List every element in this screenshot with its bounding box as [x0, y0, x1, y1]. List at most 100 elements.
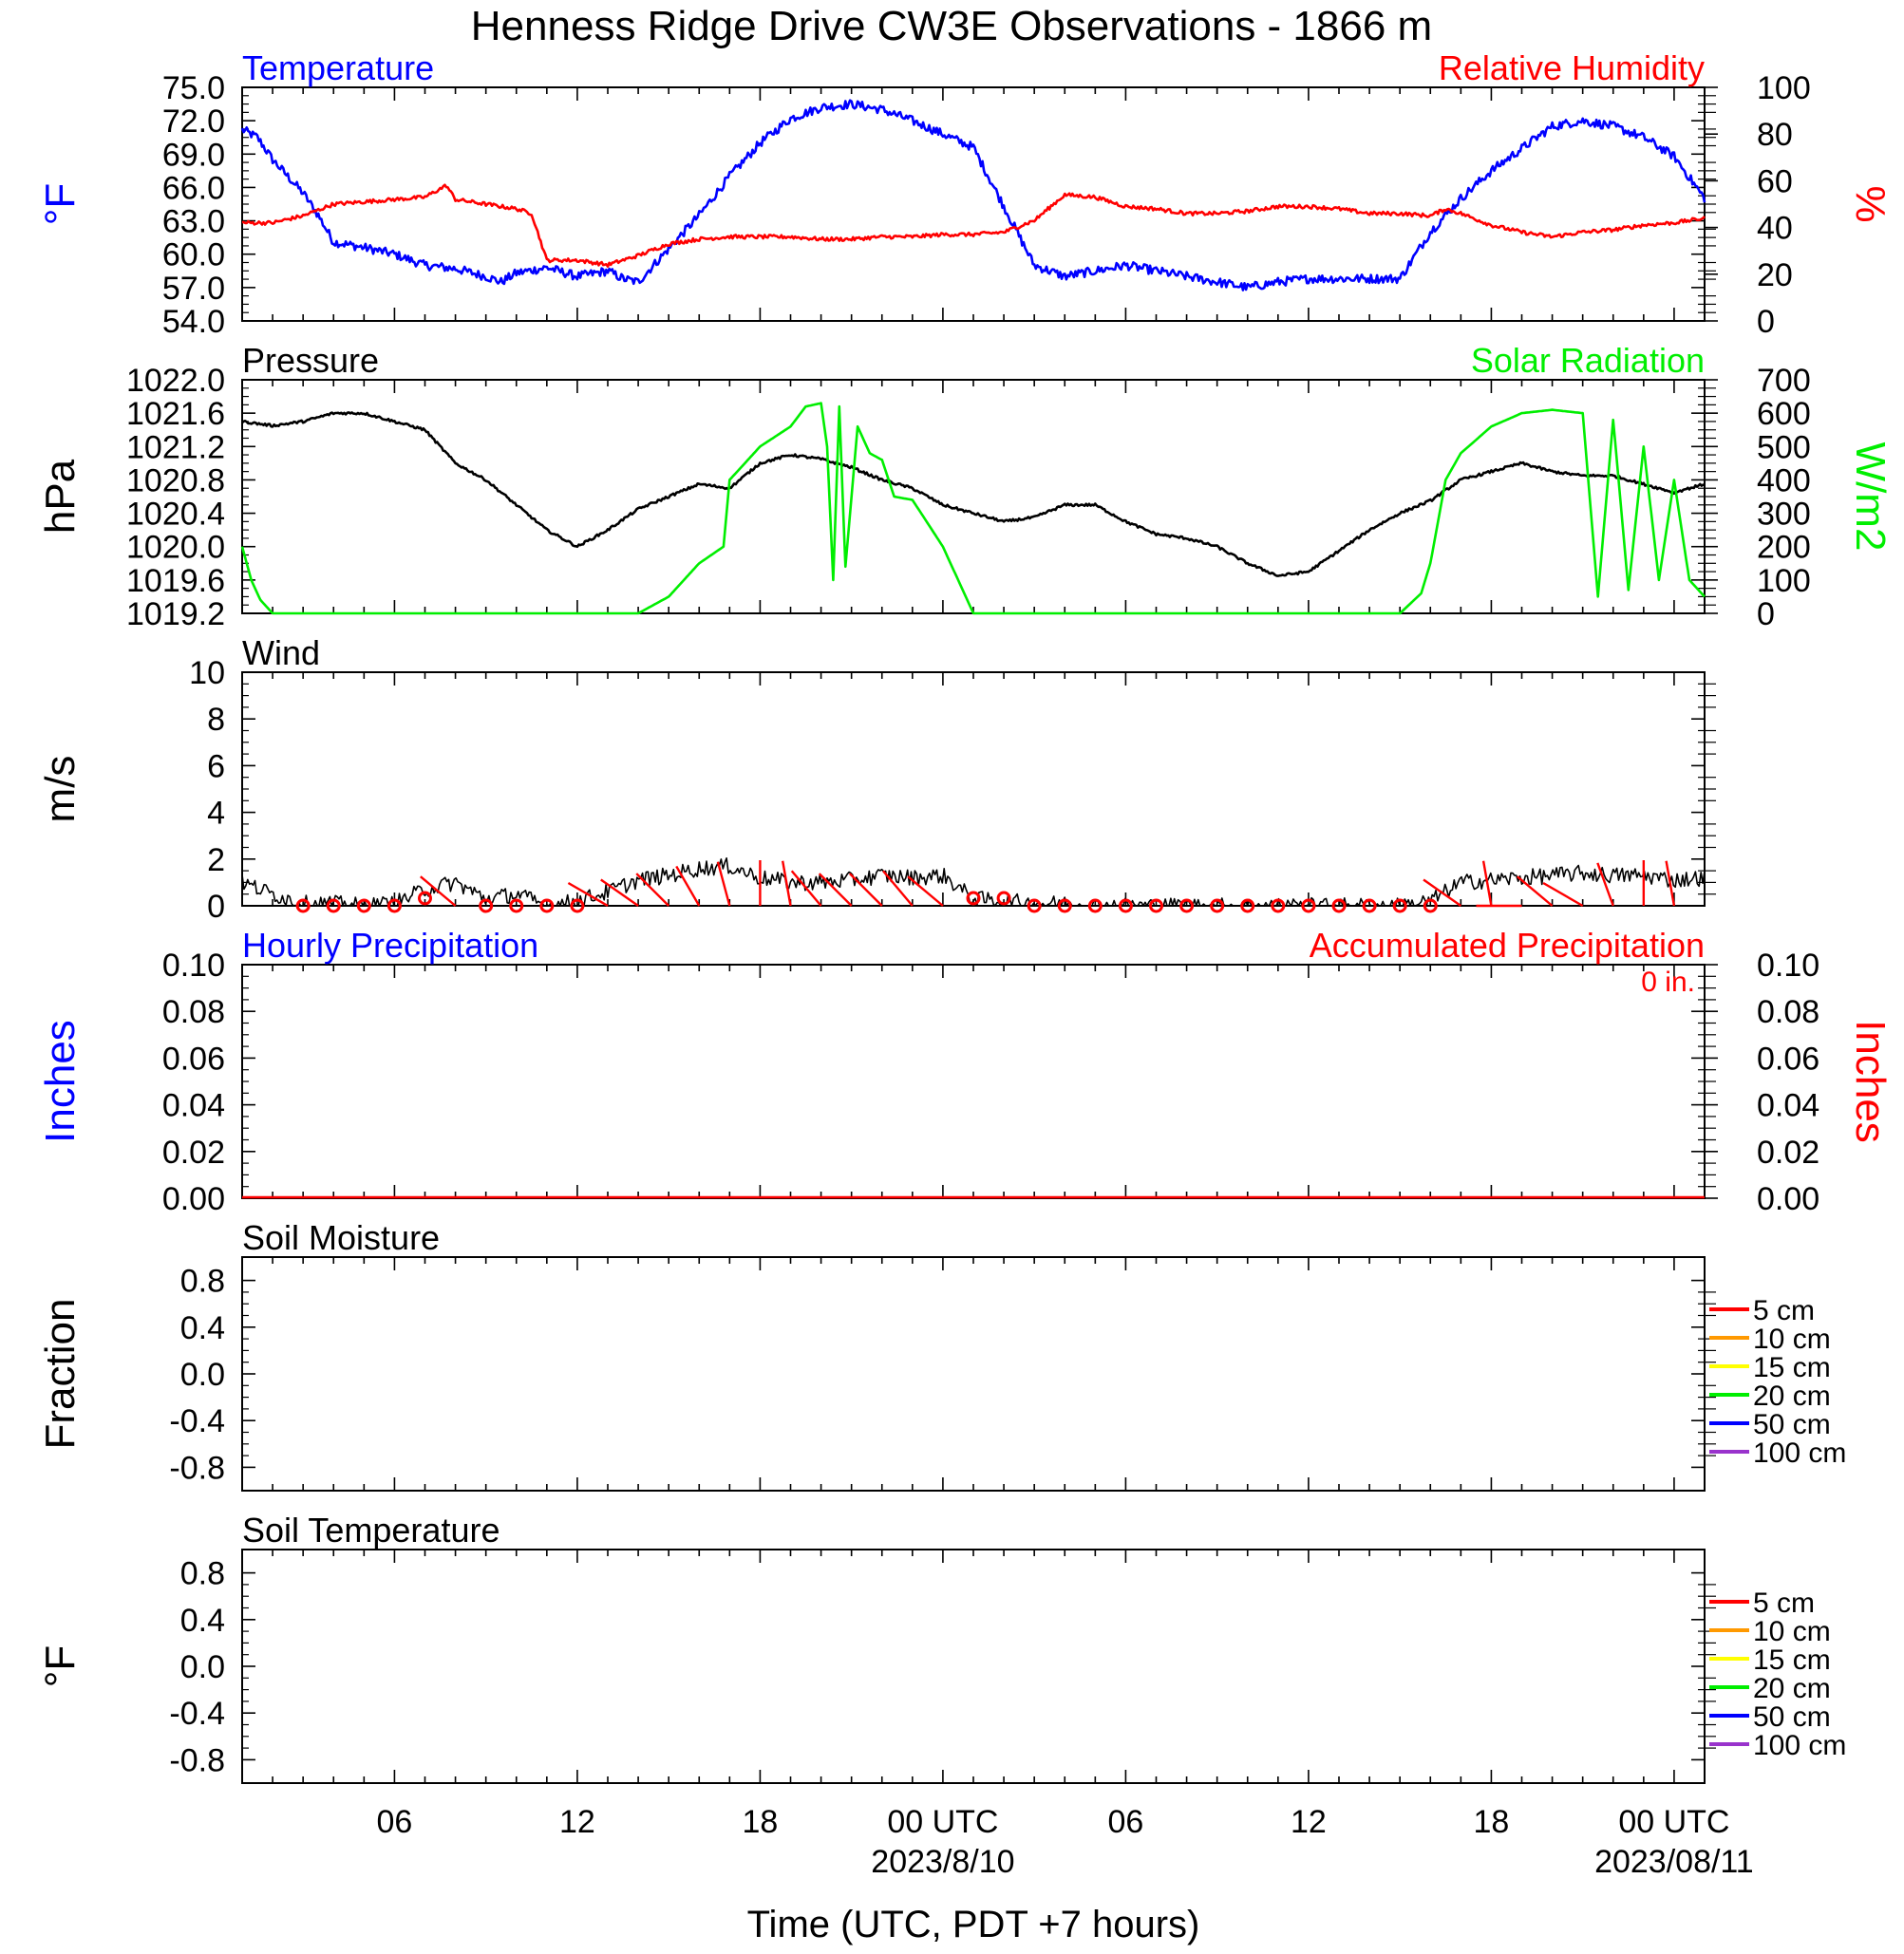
wind-barb	[1481, 860, 1493, 907]
series-temperature	[240, 99, 1706, 291]
x-tick-label: 06	[377, 1804, 413, 1840]
wind-barb-calm	[1331, 898, 1347, 913]
y-tick-label-left: 66.0	[162, 170, 225, 206]
series-solar-radiation	[240, 402, 1706, 615]
y-tick-label-right: 0.02	[1757, 1135, 1819, 1171]
y-axis-label-left: Fraction	[37, 1299, 84, 1450]
wind-barb-calm	[326, 898, 341, 913]
y-tick-label-right: 0.04	[1757, 1088, 1819, 1124]
y-tick-label-left: 0.08	[162, 994, 225, 1030]
wind-barb-calm	[1118, 898, 1133, 913]
wind-barb-calm	[539, 898, 555, 913]
y-tick-label-left: 0.04	[162, 1088, 225, 1124]
wind-barb	[848, 873, 883, 907]
y-tick-label-left: 54.0	[162, 304, 225, 340]
y-tick-label-left: 8	[207, 702, 225, 738]
y-tick-label-left: 0.00	[162, 1181, 225, 1217]
panel-title-left: Soil Moisture	[242, 1218, 440, 1257]
y-tick-label-left: 0.4	[180, 1310, 225, 1346]
y-tick-label-right: 40	[1757, 211, 1793, 247]
x-tick-label: 06	[1108, 1804, 1144, 1840]
y-axis-label-left: hPa	[37, 459, 84, 534]
y-tick-label-right: 0.00	[1757, 1181, 1819, 1217]
wind-barb-calm	[1087, 898, 1103, 913]
y-tick-label-left: -0.4	[169, 1696, 225, 1732]
legend-label: 10 cm	[1753, 1616, 1831, 1647]
legend-label: 20 cm	[1753, 1381, 1831, 1412]
legend-label: 100 cm	[1753, 1730, 1846, 1761]
panel-title-left: Temperature	[242, 48, 434, 87]
wind-barb-calm	[1149, 898, 1163, 913]
y-tick-label-right: 200	[1757, 530, 1811, 566]
y-axis-label-left: m/s	[37, 756, 84, 823]
y-tick-label-right: 500	[1757, 429, 1811, 465]
wind-barb-calm	[1027, 898, 1042, 913]
wind-barb-calm	[1301, 898, 1316, 913]
x-tick-label: 12	[1291, 1804, 1327, 1840]
y-tick-label-right: 20	[1757, 257, 1793, 293]
panel-frame	[241, 1549, 1706, 1784]
y-tick-label-left: 0	[207, 889, 225, 925]
y-tick-label-left: 57.0	[162, 271, 225, 307]
x-date-label: 2023/8/10	[871, 1844, 1014, 1880]
y-tick-label-left: 72.0	[162, 103, 225, 140]
panel-frame	[241, 86, 1706, 322]
y-tick-label-left: 0.8	[180, 1264, 225, 1300]
panel-title-right: Accumulated Precipitation	[1310, 926, 1705, 965]
wind-barb	[635, 873, 670, 907]
wind-barb	[567, 881, 609, 908]
y-tick-label-left: 75.0	[162, 70, 225, 106]
y-tick-label-left: 2	[207, 842, 225, 878]
y-tick-label-left: 1021.2	[126, 429, 225, 465]
y-tick-label-right: 60	[1757, 163, 1793, 199]
wind-barb	[1665, 860, 1676, 907]
x-tick-label: 00 UTC	[1618, 1804, 1729, 1840]
y-tick-label-left: 1020.4	[126, 497, 225, 533]
y-tick-label-left: 1020.8	[126, 462, 225, 498]
wind-barb-calm	[479, 898, 494, 913]
y-tick-label-left: -0.4	[169, 1403, 225, 1439]
x-tick-label: 12	[559, 1804, 595, 1840]
wind-barb	[1542, 881, 1584, 908]
wind-barb-calm	[1057, 898, 1072, 913]
panel-soil-moisture: Soil Moisture 0.8 0.4 0.0 -0.4 -0.8 Fraction 5 …	[37, 1218, 1846, 1492]
legend-label: 10 cm	[1753, 1324, 1831, 1355]
legend-label: 20 cm	[1753, 1673, 1831, 1704]
y-tick-label-left: 0.8	[180, 1556, 225, 1592]
panel-frame	[241, 1256, 1706, 1492]
panel-title-right: Relative Humidity	[1439, 48, 1705, 87]
y-tick-label-left: 60.0	[162, 237, 225, 273]
y-tick-label-left: 0.0	[180, 1649, 225, 1685]
x-tick-label: 18	[743, 1804, 779, 1840]
x-tick-label: 18	[1474, 1804, 1510, 1840]
panel-title-left: Soil Temperature	[242, 1511, 500, 1550]
wind-barb-calm	[966, 891, 981, 906]
y-tick-label-right: 0.08	[1757, 994, 1819, 1030]
legend-label: 50 cm	[1753, 1701, 1831, 1733]
y-axis-label-right: Inches	[1847, 1020, 1894, 1143]
y-axis-label-left: °F	[37, 1645, 84, 1687]
chart-title: Henness Ridge Drive CW3E Observations - …	[471, 3, 1432, 49]
wind-barb-calm	[356, 898, 371, 913]
wind-barb-calm	[386, 898, 402, 913]
y-tick-label-right: 100	[1757, 70, 1811, 106]
panels: Temperature Relative Humidity 75.072.069.0…	[37, 48, 1894, 1784]
legend-label: 5 cm	[1753, 1295, 1815, 1326]
panel-title-left: Wind	[242, 633, 320, 672]
wind-barb	[882, 870, 914, 907]
wind-barb-calm	[996, 891, 1011, 906]
x-tick-label: 00 UTC	[887, 1804, 998, 1840]
wind-barb-calm	[1210, 898, 1225, 913]
y-tick-label-right: 0.06	[1757, 1041, 1819, 1077]
panel-title-left: Pressure	[242, 341, 379, 380]
wind-barb-calm	[1392, 898, 1407, 913]
panel-title-left: Hourly Precipitation	[242, 926, 538, 965]
wind-barb	[600, 878, 639, 907]
panel-title-right: Solar Radiation	[1471, 341, 1705, 380]
y-tick-label-left: 10	[189, 655, 225, 691]
y-tick-label-right: 80	[1757, 117, 1793, 153]
y-tick-label-left: 6	[207, 748, 225, 784]
y-tick-label-left: 1019.6	[126, 563, 225, 599]
y-tick-label-left: 0.02	[162, 1135, 225, 1171]
